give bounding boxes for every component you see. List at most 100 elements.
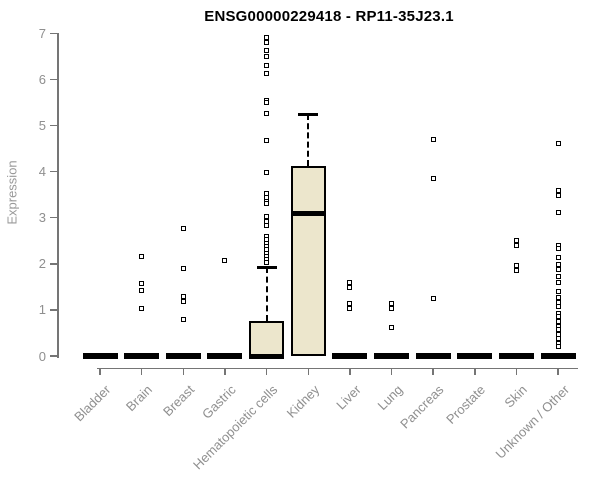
outlier-point xyxy=(264,170,270,176)
zero-box-bar xyxy=(124,353,160,359)
zero-box-bar xyxy=(165,353,201,359)
x-tick-label: Bladder xyxy=(71,382,114,425)
outlier-point xyxy=(555,280,561,286)
outlier-point xyxy=(514,263,519,269)
outlier-point xyxy=(139,281,145,287)
outlier-point xyxy=(347,301,353,307)
outlier-point xyxy=(264,63,270,69)
outlier-point xyxy=(180,266,186,272)
outlier-point xyxy=(555,246,561,252)
box xyxy=(290,165,326,356)
outlier-point xyxy=(264,35,270,41)
outlier-point xyxy=(264,110,270,116)
x-axis-line xyxy=(97,367,578,369)
zero-box-bar xyxy=(82,353,118,359)
x-tick xyxy=(474,367,476,375)
outlier-point xyxy=(555,327,561,333)
outlier-point xyxy=(514,243,519,249)
x-tick xyxy=(307,367,309,375)
outlier-point xyxy=(430,136,436,142)
y-tick-label: 0 xyxy=(38,348,46,364)
median-line xyxy=(290,210,326,216)
outlier-point xyxy=(555,289,561,295)
x-tick-label: Skin xyxy=(501,382,531,411)
outlier-point xyxy=(264,48,270,54)
outlier-point xyxy=(555,335,561,341)
outlier-point xyxy=(555,188,561,193)
y-tick xyxy=(50,170,57,173)
outlier-point xyxy=(347,280,353,286)
outlier-point xyxy=(139,288,145,294)
outlier-point xyxy=(180,226,186,232)
zero-box-bar xyxy=(499,353,534,359)
outlier-point xyxy=(555,304,561,310)
outlier-point xyxy=(264,53,270,59)
outlier-point xyxy=(555,193,561,199)
x-tick xyxy=(390,367,393,375)
outlier-point xyxy=(264,218,270,224)
zero-box-bar xyxy=(374,353,410,359)
x-tick-label: Lung xyxy=(374,382,406,414)
y-tick xyxy=(50,263,57,265)
y-tick-label: 3 xyxy=(38,210,46,226)
outlier-point xyxy=(555,140,561,146)
zero-box-bar xyxy=(207,353,243,359)
y-tick-label: 7 xyxy=(38,25,46,41)
outlier-point xyxy=(514,238,519,244)
zero-box-bar xyxy=(457,353,493,359)
outlier-point xyxy=(222,258,228,264)
zero-box-bar xyxy=(540,353,576,359)
outlier-point xyxy=(264,214,270,220)
outlier-point xyxy=(555,262,561,268)
whisker-cap xyxy=(298,112,319,116)
outlier-point xyxy=(555,267,561,273)
outlier-point xyxy=(555,255,561,261)
y-tick-label: 2 xyxy=(38,256,46,272)
whisker-cap xyxy=(256,265,277,269)
y-tick xyxy=(50,32,57,35)
outlier-point xyxy=(430,176,436,181)
x-tick-label: Liver xyxy=(332,382,364,413)
whisker xyxy=(265,267,268,321)
x-tick-label: Brain xyxy=(123,382,156,415)
y-tick xyxy=(50,78,57,81)
y-axis-line xyxy=(57,33,59,358)
outlier-point xyxy=(389,305,395,311)
y-tick-label: 5 xyxy=(38,118,46,133)
outlier-point xyxy=(139,254,145,260)
outlier-point xyxy=(555,299,561,305)
x-tick-label: Prostate xyxy=(443,382,489,427)
outlier-point xyxy=(264,138,270,144)
y-tick xyxy=(50,216,57,219)
box xyxy=(249,320,285,356)
x-tick xyxy=(99,367,101,375)
x-tick xyxy=(224,367,226,375)
outlier-point xyxy=(430,296,436,302)
y-tick xyxy=(50,124,57,127)
x-tick-label: Breast xyxy=(159,382,197,420)
x-tick xyxy=(557,367,559,375)
x-tick xyxy=(182,367,185,375)
outlier-point xyxy=(264,260,270,266)
outlier-point xyxy=(389,325,395,331)
x-tick xyxy=(140,367,143,375)
x-tick xyxy=(515,367,518,375)
outlier-point xyxy=(555,314,561,320)
outlier-point xyxy=(180,316,186,322)
outlier-point xyxy=(180,298,186,304)
y-tick-label: 1 xyxy=(38,302,46,318)
y-tick-label: 6 xyxy=(38,71,46,87)
x-tick-label: Unknown / Other xyxy=(492,382,572,462)
outlier-point xyxy=(555,319,561,325)
zero-box-bar xyxy=(415,353,451,359)
y-axis-label: Expression xyxy=(4,160,20,225)
chart-title: ENSG00000229418 - RP11-35J23.1 xyxy=(204,8,454,25)
x-tick-label: Gastric xyxy=(198,382,239,422)
outlier-point xyxy=(264,99,270,105)
outlier-point xyxy=(347,285,353,291)
outlier-point xyxy=(264,223,270,229)
x-tick-label: Pancreas xyxy=(397,382,447,432)
x-tick xyxy=(265,367,268,375)
x-tick-label: Kidney xyxy=(283,382,322,421)
